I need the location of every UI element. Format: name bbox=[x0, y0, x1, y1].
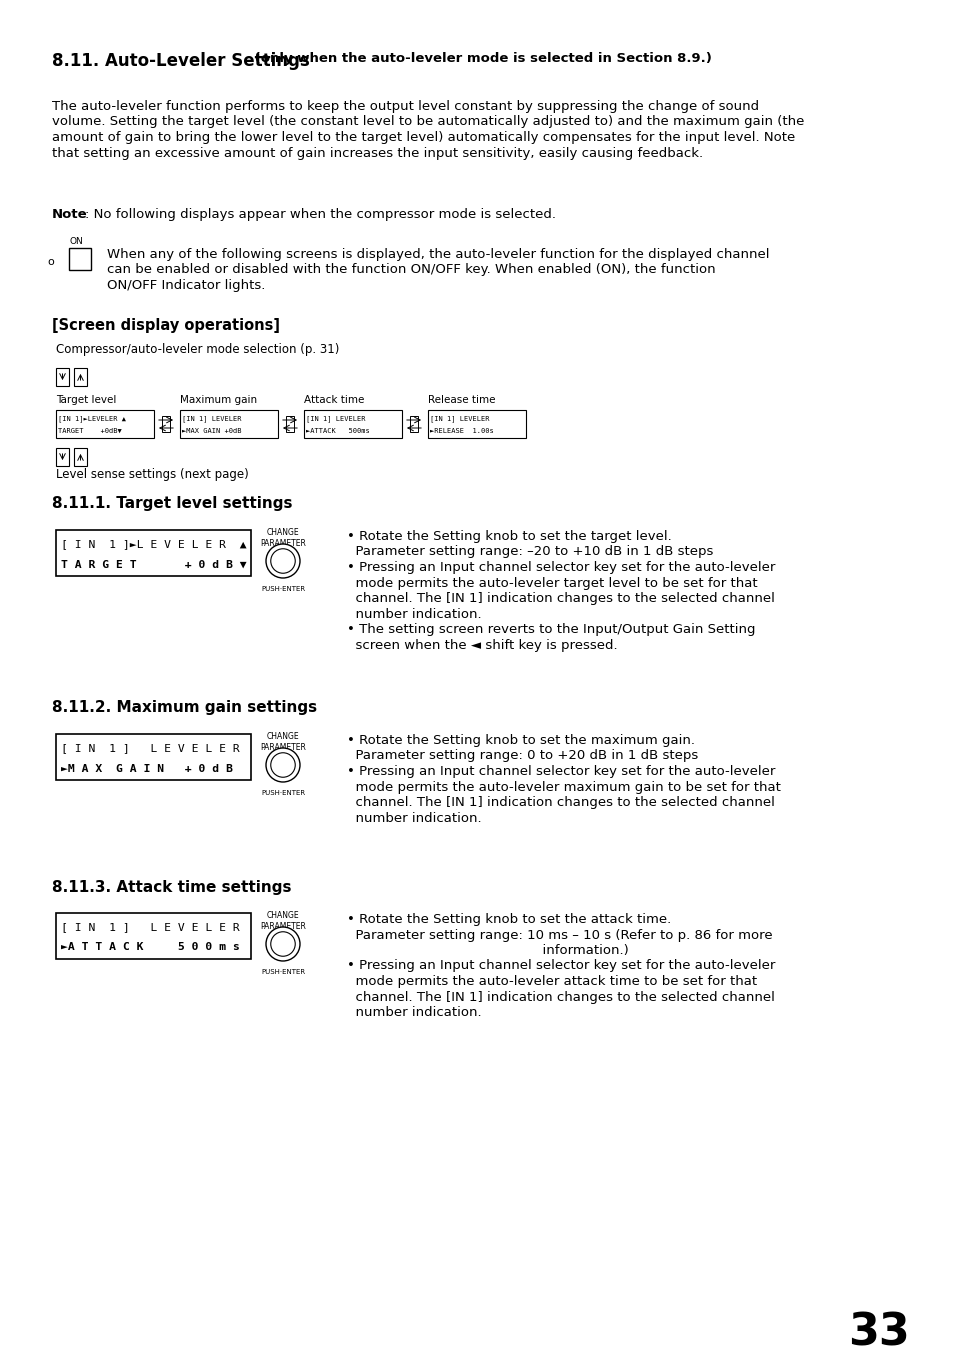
Text: channel. The [IN 1] indication changes to the selected channel: channel. The [IN 1] indication changes t… bbox=[347, 592, 774, 605]
Text: The auto-leveler function performs to keep the output level constant by suppress: The auto-leveler function performs to ke… bbox=[52, 100, 759, 113]
Text: • Rotate the Setting knob to set the attack time.: • Rotate the Setting knob to set the att… bbox=[347, 913, 671, 925]
Text: • Pressing an Input channel selector key set for the auto-leveler: • Pressing an Input channel selector key… bbox=[347, 561, 775, 574]
Text: ON: ON bbox=[70, 236, 84, 246]
Text: Parameter setting range: –20 to +10 dB in 1 dB steps: Parameter setting range: –20 to +10 dB i… bbox=[347, 546, 713, 558]
Text: mode permits the auto-leveler maximum gain to be set for that: mode permits the auto-leveler maximum ga… bbox=[347, 781, 781, 793]
Text: [ I N  1 ]   L E V E L E R: [ I N 1 ] L E V E L E R bbox=[61, 921, 239, 932]
Text: mode permits the auto-leveler target level to be set for that: mode permits the auto-leveler target lev… bbox=[347, 577, 757, 589]
Text: channel. The [IN 1] indication changes to the selected channel: channel. The [IN 1] indication changes t… bbox=[347, 796, 774, 809]
Text: ►ATTACK   500ms: ►ATTACK 500ms bbox=[306, 428, 370, 434]
FancyBboxPatch shape bbox=[428, 409, 525, 438]
Text: that setting an excessive amount of gain increases the input sensitivity, easily: that setting an excessive amount of gain… bbox=[52, 146, 702, 159]
Text: (only when the auto-leveler mode is selected in Section 8.9.): (only when the auto-leveler mode is sele… bbox=[250, 51, 711, 65]
Circle shape bbox=[266, 748, 299, 782]
FancyBboxPatch shape bbox=[56, 409, 153, 438]
Text: Compressor/auto-leveler mode selection (p. 31): Compressor/auto-leveler mode selection (… bbox=[56, 343, 339, 357]
FancyBboxPatch shape bbox=[74, 367, 87, 386]
Text: TARGET    +0dB▼: TARGET +0dB▼ bbox=[58, 428, 122, 434]
Text: [IN 1] LEVELER: [IN 1] LEVELER bbox=[430, 415, 489, 422]
Text: CHANGE
PARAMETER: CHANGE PARAMETER bbox=[260, 528, 306, 549]
Text: number indication.: number indication. bbox=[347, 812, 481, 824]
Text: PUSH·ENTER: PUSH·ENTER bbox=[261, 586, 305, 592]
Text: mode permits the auto-leveler attack time to be set for that: mode permits the auto-leveler attack tim… bbox=[347, 975, 757, 988]
Text: Note: Note bbox=[52, 208, 88, 222]
Text: • Pressing an Input channel selector key set for the auto-leveler: • Pressing an Input channel selector key… bbox=[347, 765, 775, 778]
Text: Target level: Target level bbox=[56, 394, 116, 405]
FancyBboxPatch shape bbox=[286, 416, 294, 432]
FancyBboxPatch shape bbox=[304, 409, 401, 438]
Text: screen when the ◄ shift key is pressed.: screen when the ◄ shift key is pressed. bbox=[347, 639, 617, 651]
Text: • Pressing an Input channel selector key set for the auto-leveler: • Pressing an Input channel selector key… bbox=[347, 959, 775, 973]
Text: ►M A X  G A I N   + 0 d B: ►M A X G A I N + 0 d B bbox=[61, 763, 233, 774]
FancyBboxPatch shape bbox=[180, 409, 277, 438]
Text: o: o bbox=[47, 257, 53, 267]
FancyBboxPatch shape bbox=[56, 367, 69, 386]
FancyBboxPatch shape bbox=[74, 449, 87, 466]
Text: T A R G E T       + 0 d B ▼: T A R G E T + 0 d B ▼ bbox=[61, 559, 247, 570]
Text: [IN 1] LEVELER: [IN 1] LEVELER bbox=[182, 415, 241, 422]
Text: channel. The [IN 1] indication changes to the selected channel: channel. The [IN 1] indication changes t… bbox=[347, 990, 774, 1004]
Text: ►A T T A C K     5 0 0 m s: ►A T T A C K 5 0 0 m s bbox=[61, 943, 239, 952]
FancyBboxPatch shape bbox=[56, 449, 69, 466]
Text: Parameter setting range: 10 ms – 10 s (Refer to p. 86 for more: Parameter setting range: 10 ms – 10 s (R… bbox=[347, 928, 772, 942]
Text: can be enabled or disabled with the function ON/OFF key. When enabled (ON), the : can be enabled or disabled with the func… bbox=[107, 263, 715, 277]
Circle shape bbox=[271, 753, 294, 777]
Circle shape bbox=[266, 927, 299, 961]
FancyBboxPatch shape bbox=[69, 249, 91, 270]
Text: Parameter setting range: 0 to +20 dB in 1 dB steps: Parameter setting range: 0 to +20 dB in … bbox=[347, 750, 698, 762]
Text: Attack time: Attack time bbox=[304, 394, 364, 405]
Text: PUSH·ENTER: PUSH·ENTER bbox=[261, 790, 305, 796]
Text: CHANGE
PARAMETER: CHANGE PARAMETER bbox=[260, 911, 306, 931]
FancyBboxPatch shape bbox=[56, 734, 251, 780]
Text: [IN 1]►LEVELER ▲: [IN 1]►LEVELER ▲ bbox=[58, 415, 126, 422]
Text: 8.11.2. Maximum gain settings: 8.11.2. Maximum gain settings bbox=[52, 700, 316, 715]
Text: [Screen display operations]: [Screen display operations] bbox=[52, 317, 280, 332]
Text: volume. Setting the target level (the constant level to be automatically adjuste: volume. Setting the target level (the co… bbox=[52, 115, 803, 128]
Text: 8.11.3. Attack time settings: 8.11.3. Attack time settings bbox=[52, 880, 292, 894]
Text: When any of the following screens is displayed, the auto-leveler function for th: When any of the following screens is dis… bbox=[107, 249, 769, 261]
Text: Maximum gain: Maximum gain bbox=[180, 394, 257, 405]
Circle shape bbox=[266, 544, 299, 578]
Text: 8.11.1. Target level settings: 8.11.1. Target level settings bbox=[52, 496, 293, 511]
Text: PUSH·ENTER: PUSH·ENTER bbox=[261, 969, 305, 975]
Text: [ I N  1 ]   L E V E L E R: [ I N 1 ] L E V E L E R bbox=[61, 743, 239, 753]
Text: : No following displays appear when the compressor mode is selected.: : No following displays appear when the … bbox=[85, 208, 556, 222]
Text: information.): information.) bbox=[347, 944, 628, 957]
Text: ON/OFF Indicator lights.: ON/OFF Indicator lights. bbox=[107, 280, 265, 292]
Circle shape bbox=[271, 932, 294, 957]
FancyBboxPatch shape bbox=[162, 416, 170, 432]
Text: • Rotate the Setting knob to set the target level.: • Rotate the Setting knob to set the tar… bbox=[347, 530, 671, 543]
Text: • Rotate the Setting knob to set the maximum gain.: • Rotate the Setting knob to set the max… bbox=[347, 734, 695, 747]
Text: ►RELEASE  1.00s: ►RELEASE 1.00s bbox=[430, 428, 494, 434]
Text: CHANGE
PARAMETER: CHANGE PARAMETER bbox=[260, 732, 306, 753]
Text: 8.11. Auto-Leveler Settings: 8.11. Auto-Leveler Settings bbox=[52, 51, 310, 70]
Text: Level sense settings (next page): Level sense settings (next page) bbox=[56, 467, 249, 481]
FancyBboxPatch shape bbox=[56, 530, 251, 576]
Text: amount of gain to bring the lower level to the target level) automatically compe: amount of gain to bring the lower level … bbox=[52, 131, 795, 145]
Text: Release time: Release time bbox=[428, 394, 495, 405]
Text: 33: 33 bbox=[847, 1312, 909, 1351]
Text: number indication.: number indication. bbox=[347, 608, 481, 620]
Text: • The setting screen reverts to the Input/Output Gain Setting: • The setting screen reverts to the Inpu… bbox=[347, 623, 755, 636]
Text: [ I N  1 ]►L E V E L E R  ▲: [ I N 1 ]►L E V E L E R ▲ bbox=[61, 539, 247, 549]
Text: [IN 1] LEVELER: [IN 1] LEVELER bbox=[306, 415, 365, 422]
Text: number indication.: number indication. bbox=[347, 1006, 481, 1019]
FancyBboxPatch shape bbox=[410, 416, 417, 432]
Circle shape bbox=[271, 549, 294, 573]
FancyBboxPatch shape bbox=[56, 913, 251, 959]
Text: ►MAX GAIN +0dB: ►MAX GAIN +0dB bbox=[182, 428, 241, 434]
